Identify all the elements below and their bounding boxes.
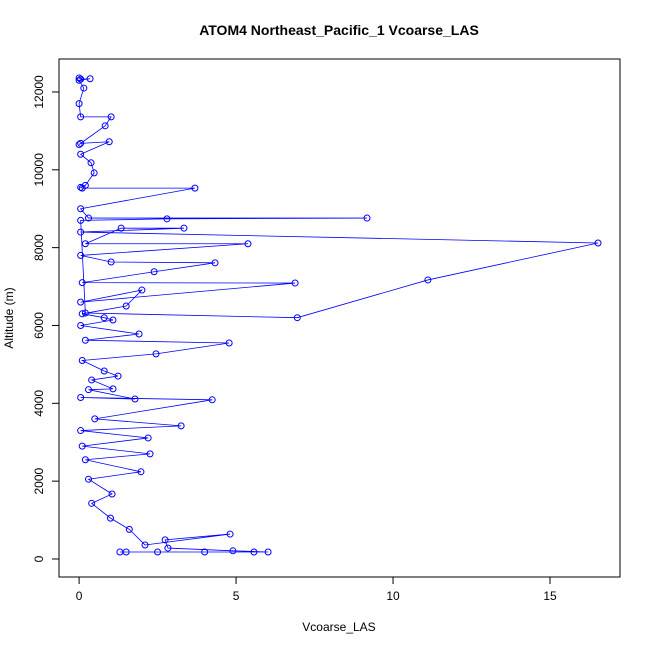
data-point — [75, 76, 83, 84]
y-tick-label: 0 — [32, 555, 46, 562]
data-point — [125, 525, 133, 533]
data-point — [85, 214, 93, 222]
data-point — [101, 122, 109, 130]
data-point — [85, 386, 93, 394]
y-tick-label: 2000 — [32, 467, 46, 494]
data-point — [201, 548, 209, 556]
data-point — [77, 321, 85, 329]
data-point — [107, 113, 115, 121]
data-point — [77, 183, 85, 191]
data-point — [105, 138, 113, 146]
data-point — [109, 385, 117, 393]
x-tick-label: 0 — [76, 589, 83, 603]
data-point — [122, 302, 130, 310]
data-point — [164, 544, 172, 552]
y-tick-label: 12000 — [32, 75, 46, 109]
data-point — [191, 184, 199, 192]
data-point — [244, 240, 252, 248]
data-point — [78, 279, 86, 287]
data-point — [85, 475, 93, 483]
data-point — [81, 456, 89, 464]
data-point — [90, 169, 98, 177]
data-point — [88, 376, 96, 384]
data-point — [75, 141, 83, 149]
data-point — [77, 139, 85, 147]
data-point — [211, 259, 219, 267]
data-point — [77, 75, 85, 83]
data-point — [138, 286, 146, 294]
y-tick-label: 6000 — [32, 312, 46, 339]
y-tick-label: 8000 — [32, 234, 46, 261]
chart-title: ATOM4 Northeast_Pacific_1 Vcoarse_LAS — [199, 22, 479, 38]
data-point — [229, 547, 237, 555]
data-point — [77, 393, 85, 401]
data-point — [161, 536, 169, 544]
data-point — [291, 279, 299, 287]
x-axis-label: Vcoarse_LAS — [302, 620, 375, 634]
data-point — [226, 530, 234, 538]
data-point — [77, 216, 85, 224]
y-tick-label: 10000 — [32, 153, 46, 187]
data-line — [78, 77, 599, 553]
data-point — [131, 395, 139, 403]
data-point — [77, 427, 85, 435]
data-point — [109, 316, 117, 324]
data-point — [137, 468, 145, 476]
data-point — [114, 372, 122, 380]
data-point — [77, 113, 85, 121]
data-point — [152, 350, 160, 358]
data-point — [594, 239, 602, 247]
data-point — [146, 450, 154, 458]
data-point — [163, 215, 171, 223]
x-tick-label: 10 — [386, 589, 400, 603]
x-tick-label: 15 — [543, 589, 557, 603]
data-point — [81, 309, 89, 317]
data-point — [180, 224, 188, 232]
data-point — [75, 100, 83, 108]
data-point — [81, 240, 89, 248]
data-point — [77, 150, 85, 158]
data-point — [87, 159, 95, 167]
data-point — [91, 415, 99, 423]
data-point — [363, 214, 371, 222]
data-point — [77, 251, 85, 259]
y-axis-label: Altitude (m) — [2, 287, 16, 348]
data-point — [78, 310, 86, 318]
data-point — [250, 548, 258, 556]
data-point — [154, 548, 162, 556]
data-point — [78, 442, 86, 450]
data-point — [108, 490, 116, 498]
data-point — [75, 74, 83, 82]
data-point — [81, 336, 89, 344]
data-point — [80, 84, 88, 92]
data-point — [144, 434, 152, 442]
data-point — [100, 314, 108, 322]
data-point — [81, 181, 89, 189]
data-point — [135, 330, 143, 338]
data-point — [77, 298, 85, 306]
data-point — [107, 258, 115, 266]
data-point — [225, 339, 233, 347]
data-point — [117, 224, 125, 232]
data-point — [264, 548, 272, 556]
data-point — [293, 314, 301, 322]
data-point — [77, 228, 85, 236]
data-point — [208, 396, 216, 404]
x-tick-label: 5 — [233, 589, 240, 603]
data-point — [77, 205, 85, 213]
data-point — [88, 499, 96, 507]
data-point — [86, 75, 94, 83]
data-point — [122, 548, 130, 556]
data-point — [177, 422, 185, 430]
data-point — [141, 541, 149, 549]
data-point — [424, 276, 432, 284]
data-point — [100, 367, 108, 375]
data-point — [78, 356, 86, 364]
data-point — [150, 268, 158, 276]
y-tick-label: 4000 — [32, 390, 46, 417]
data-point — [106, 514, 114, 522]
